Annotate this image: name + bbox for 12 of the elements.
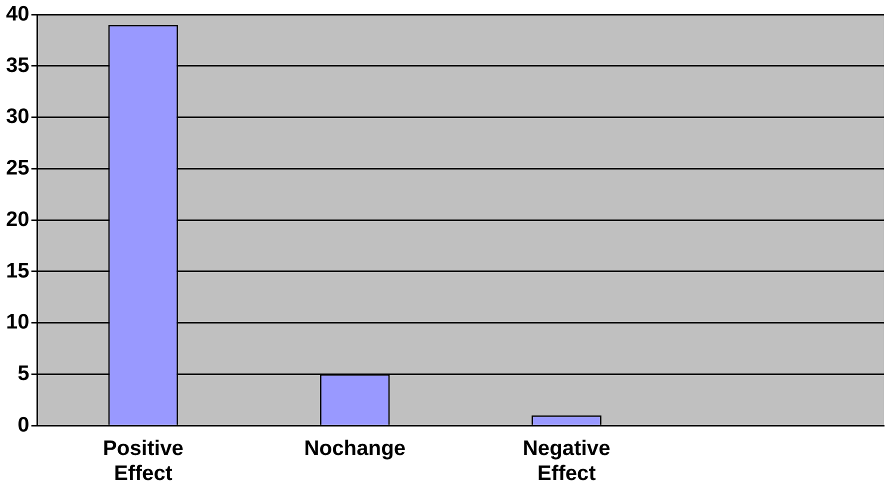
y-tick-label: 10: [6, 310, 30, 334]
y-tick-label: 30: [6, 105, 30, 128]
y-tick-label: 25: [6, 156, 30, 180]
x-tick-label: Positive Effect: [102, 436, 184, 486]
y-tick-label: 15: [6, 259, 30, 282]
y-tick-label: 35: [6, 54, 30, 77]
y-tick-label: 20: [6, 208, 30, 231]
y-tick-label: 40: [6, 2, 30, 26]
x-tick-label: Nochange: [304, 436, 406, 460]
x-tick-label: Negative Effect: [522, 436, 610, 486]
y-tick-label: 5: [18, 362, 30, 386]
y-tick-label: 0: [18, 413, 30, 436]
